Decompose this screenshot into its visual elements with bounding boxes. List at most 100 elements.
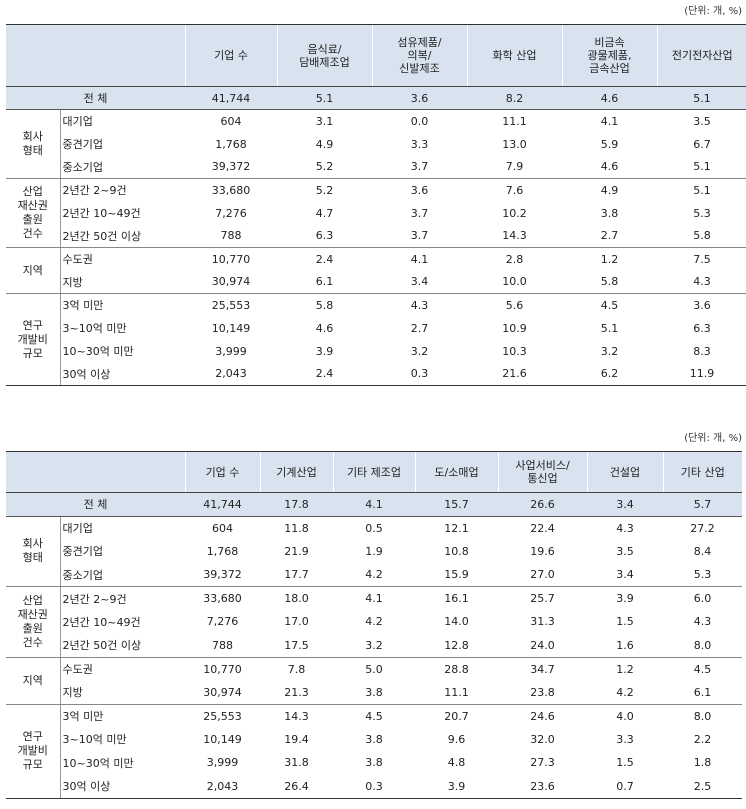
column-header: 기타 제조업 [332, 451, 415, 493]
row-label: 지방 [60, 680, 185, 705]
cell-value: 3,999 [206, 756, 239, 770]
row-label: 2년간 10~49건 [62, 615, 141, 629]
group-label: 연구 개발비 규모 [6, 293, 61, 386]
row-label: 2년간 50건 이상 [60, 224, 185, 248]
cell-value: 8.4 [693, 544, 712, 558]
total-value: 41,744 [185, 86, 277, 110]
cell-value: 1.2 [616, 662, 634, 676]
cell-value: 5.6 [505, 298, 524, 312]
column-header: 건설업 [586, 451, 663, 493]
header-row: 기업 수 기계산업 기타 제조업 도/소매업 사업서비스/ 통신업 건설업 기타 산업 [6, 451, 742, 493]
cell-value: 2.5 [663, 774, 742, 799]
cell-value: 1.2 [600, 252, 619, 266]
cell-value: 34.7 [530, 662, 555, 676]
cell-value: 6.0 [693, 592, 712, 605]
cell-value: 9.6 [447, 732, 466, 746]
cell-value: 24.6 [530, 709, 555, 723]
cell-value: 2.7 [410, 321, 429, 335]
cell-value: 4.8 [447, 756, 466, 770]
total-label: 전 체 [6, 492, 185, 517]
group-label: 산업 재산권 출원 건수 [6, 178, 61, 248]
cell-value: 3.7 [372, 155, 467, 179]
industry-table-2: 기업 수 기계산업 기타 제조업 도/소매업 사업서비스/ 통신업 건설업 기타 산업 전 체… [6, 451, 742, 799]
column-header: 도/소매업 [414, 451, 498, 493]
total-value: 8.2 [467, 86, 562, 110]
unit-note-2: (단위: 개, %) [684, 433, 742, 444]
cell-value: 31.3 [530, 615, 555, 629]
row-label: 수도권 [62, 663, 93, 676]
cell-value: 0.3 [333, 774, 415, 799]
cell-value: 6.3 [693, 321, 711, 335]
cell-value: 2,043 [185, 362, 277, 386]
cell-value: 7.9 [467, 155, 562, 179]
cell-value: 6.7 [693, 137, 711, 151]
cell-value: 25,553 [211, 298, 251, 312]
cell-value: 13.0 [502, 137, 527, 151]
cell-value: 4.5 [600, 298, 619, 312]
cell-value: 14.0 [444, 615, 469, 629]
cell-value: 4.9 [600, 183, 619, 197]
cell-value: 19.6 [530, 544, 555, 558]
cell-value: 3.4 [372, 270, 467, 294]
total-label: 전 체 [6, 86, 185, 110]
cell-value: 3.8 [365, 756, 383, 770]
total-value: 41,744 [185, 492, 260, 517]
row-label: 중소기업 [60, 155, 185, 179]
cell-value: 11.8 [284, 521, 309, 535]
cell-value: 3.6 [410, 183, 429, 197]
industry-table-1: 기업 수 음식료/ 담배제조업 섬유제품/ 의복/ 신발제조 화학 산업 비금속 광물제… [6, 24, 746, 386]
cell-value: 1,768 [215, 137, 247, 151]
total-value: 5.1 [277, 86, 372, 110]
cell-value: 4.2 [333, 563, 415, 587]
cell-value: 4.1 [410, 252, 429, 266]
row-label: 30억 이상 [60, 774, 185, 799]
total-value: 4.1 [333, 492, 415, 517]
row-label: 대기업 [62, 115, 93, 129]
cell-value: 25,553 [203, 709, 242, 723]
table-row: 중소기업 39,372 17.7 4.2 15.9 27.0 3.4 5.3 [6, 563, 742, 587]
cell-value: 16.1 [444, 592, 469, 605]
cell-value: 3.8 [333, 680, 415, 705]
row-label: 3억 미만 [62, 710, 104, 723]
cell-value: 1,768 [206, 544, 239, 558]
cell-value: 11.9 [657, 362, 746, 386]
row-label: 3~10억 미만 [62, 322, 127, 335]
cell-value: 3,999 [215, 344, 247, 358]
header-corner [6, 451, 185, 493]
table-row: 산업 재산권 출원 건수 2년간 2~9건 33,680 18.0 4.1 16.1 25.… [6, 586, 742, 658]
cell-value: 33,680 [203, 592, 242, 605]
cell-value: 30,974 [185, 270, 277, 294]
cell-value: 10.3 [502, 344, 527, 358]
cell-value: 1.5 [616, 615, 634, 629]
cell-value: 8.0 [663, 633, 742, 658]
cell-value: 2.8 [505, 252, 524, 266]
cell-value: 0.3 [372, 362, 467, 386]
column-header: 사업서비스/ 통신업 [497, 451, 587, 493]
cell-value: 3.9 [315, 344, 334, 358]
table-row: 30억 이상 2,043 2.4 0.3 21.6 6.2 11.9 [6, 362, 746, 386]
table-row: 10~30억 미만 3,999 3.9 3.2 10.3 3.2 8.3 [6, 340, 746, 363]
table-row: 2년간 50건 이상 788 17.5 3.2 12.8 24.0 1.6 8.0 [6, 633, 742, 658]
column-header: 기업 수 [184, 451, 260, 493]
cell-value: 39,372 [185, 563, 260, 587]
cell-value: 27.3 [530, 756, 555, 770]
cell-value: 18.0 [284, 592, 309, 605]
cell-value: 6.3 [277, 224, 372, 248]
header-row: 기업 수 음식료/ 담배제조업 섬유제품/ 의복/ 신발제조 화학 산업 비금속 광물제… [6, 24, 746, 87]
cell-value: 12.1 [444, 521, 469, 535]
cell-value: 2.4 [315, 252, 334, 266]
cell-value: 0.5 [365, 521, 383, 535]
total-row: 전 체 41,744 5.1 3.6 8.2 4.6 5.1 [6, 86, 746, 110]
cell-value: 604 [212, 521, 233, 535]
cell-value: 10.9 [502, 321, 527, 335]
table-row: 3~10억 미만 10,149 19.4 3.8 9.6 32.0 3.3 2.2 [6, 728, 742, 752]
total-value: 5.1 [657, 86, 746, 110]
cell-value: 2.4 [277, 362, 372, 386]
column-header: 섬유제품/ 의복/ 신발제조 [371, 24, 467, 87]
cell-value: 5.3 [663, 563, 742, 587]
cell-value: 2,043 [185, 774, 260, 799]
row-label: 수도권 [62, 253, 93, 267]
cell-value: 11.1 [502, 114, 527, 128]
table-row: 지역 수도권 10,770 2.4 4.1 2.8 1.2 7.5 [6, 247, 746, 294]
